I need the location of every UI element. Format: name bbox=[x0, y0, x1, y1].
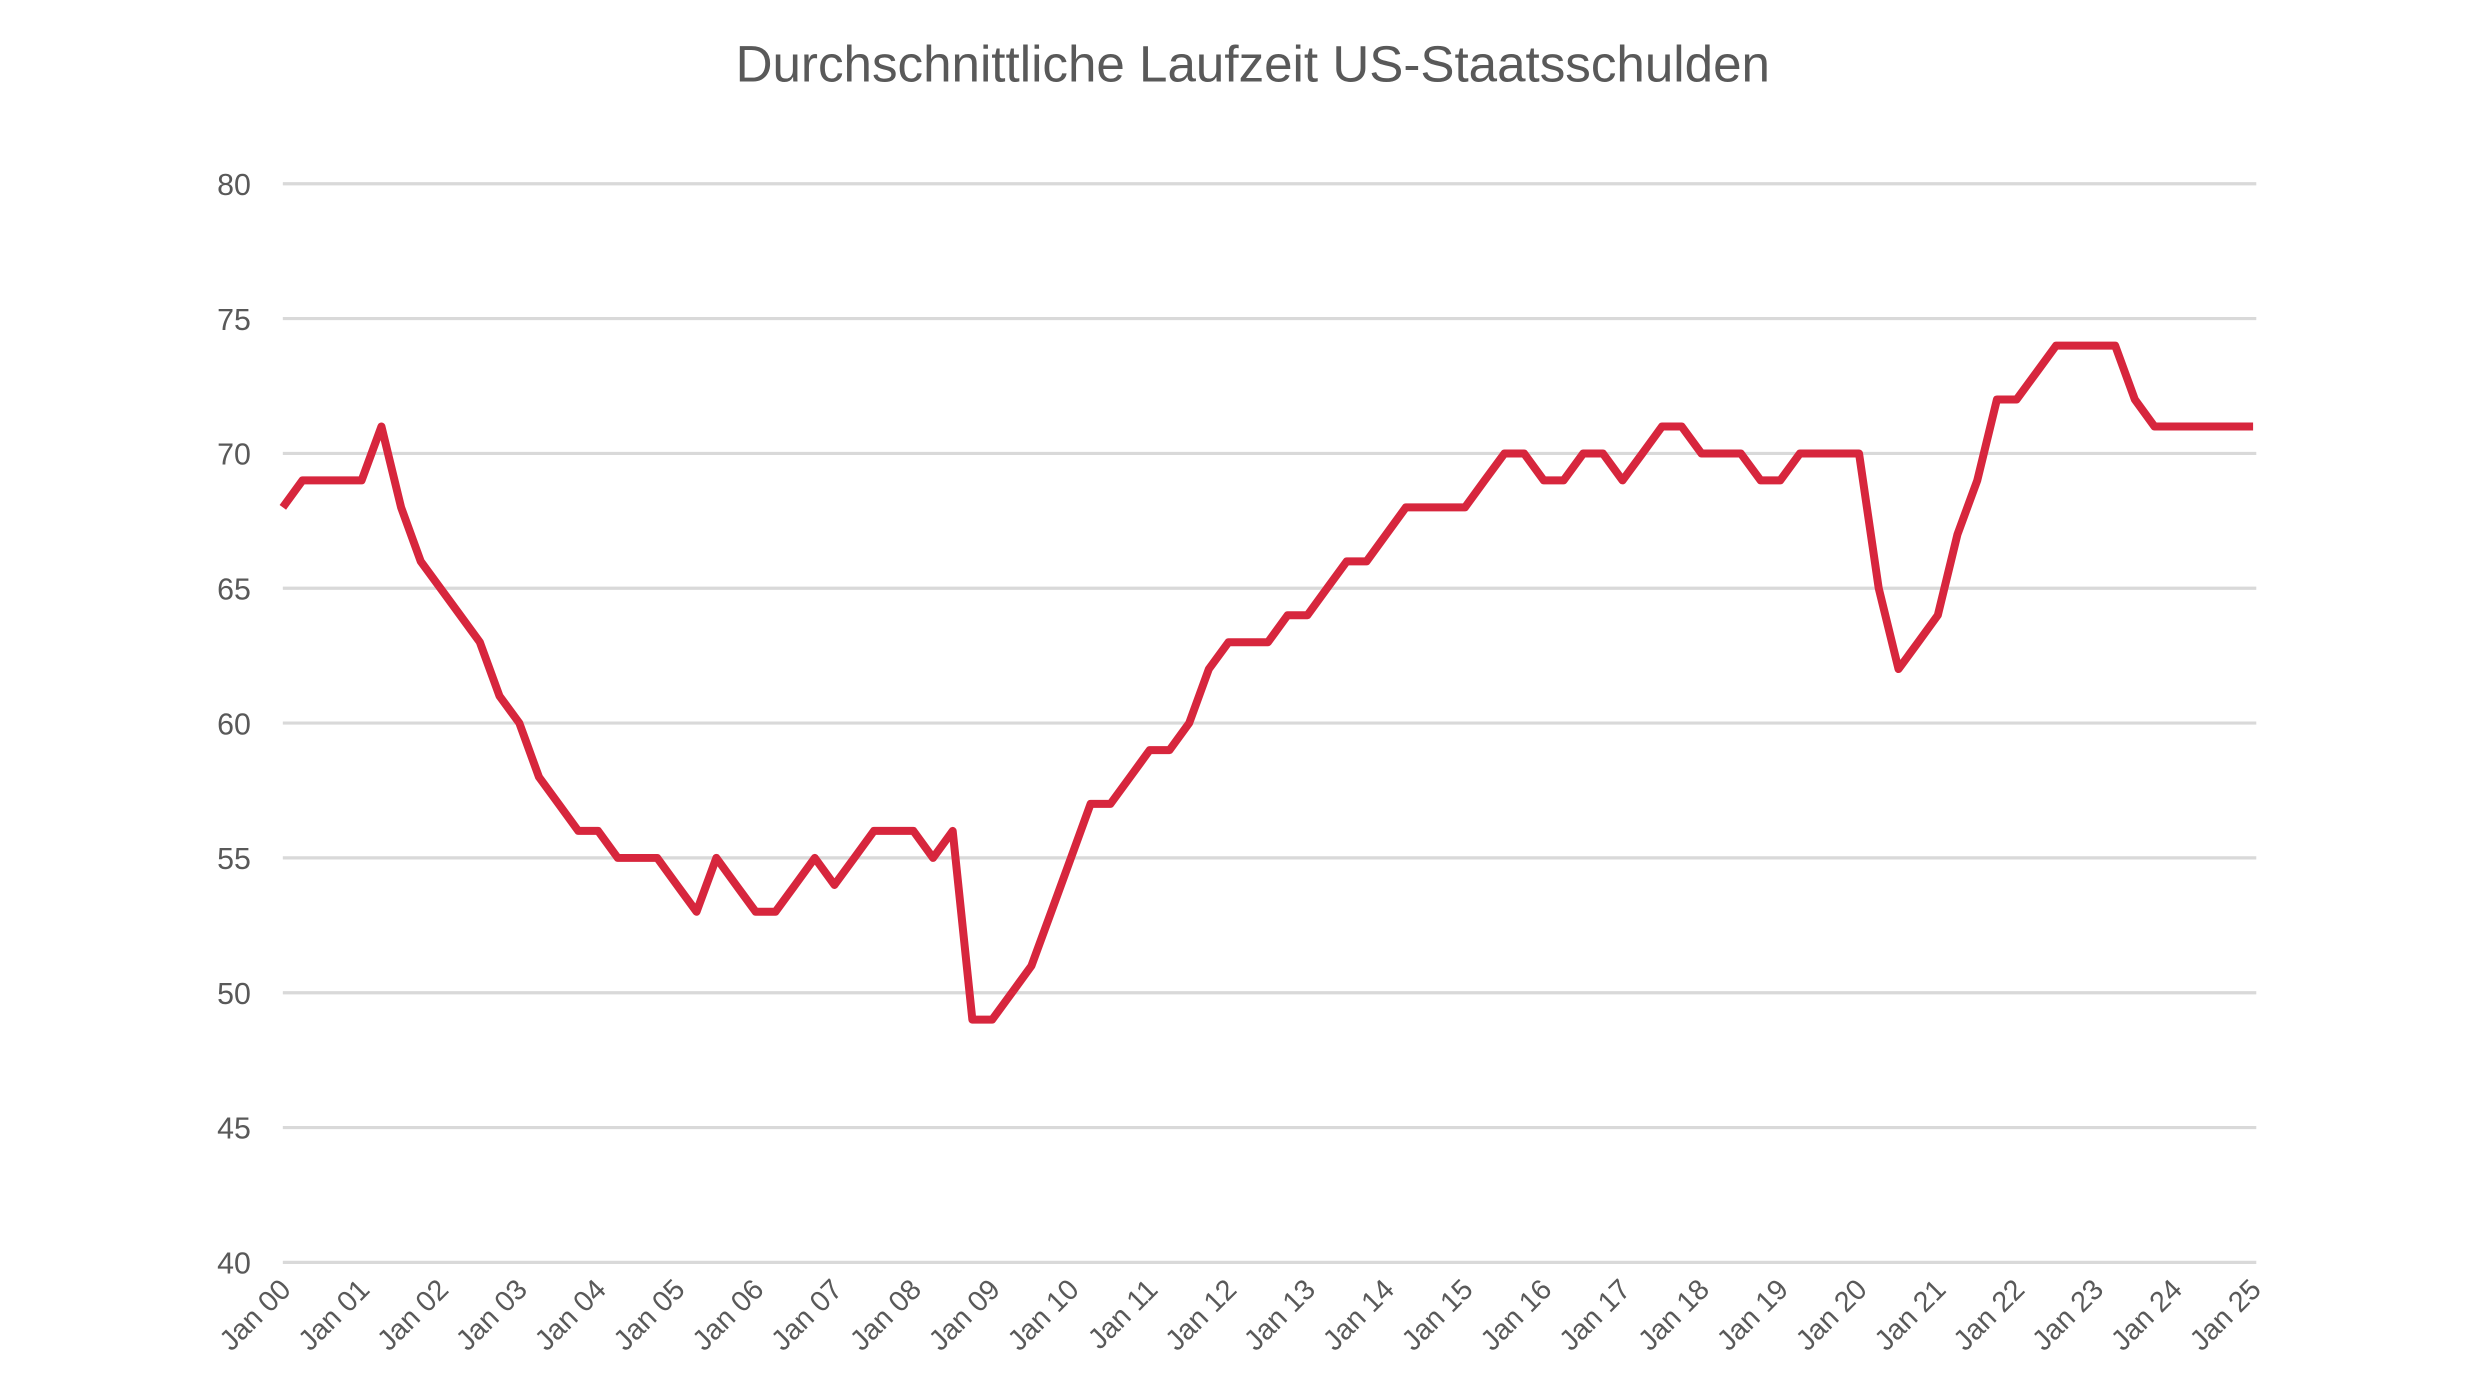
y-tick-label: 55 bbox=[217, 843, 251, 876]
x-tick-label: Jan 24 bbox=[2105, 1273, 2189, 1357]
x-tick-label: Jan 18 bbox=[1632, 1273, 1716, 1357]
y-tick-label: 60 bbox=[217, 708, 251, 741]
x-tick-label: Jan 17 bbox=[1553, 1273, 1637, 1357]
x-tick-label: Jan 25 bbox=[2184, 1273, 2268, 1357]
y-tick-label: 80 bbox=[217, 169, 251, 202]
chart-title: Durchschnittliche Laufzeit US-Staatsschu… bbox=[736, 35, 1770, 92]
x-tick-label: Jan 09 bbox=[923, 1273, 1007, 1357]
x-tick-label: Jan 14 bbox=[1317, 1273, 1401, 1357]
y-tick-label: 50 bbox=[217, 978, 251, 1011]
x-tick-label: Jan 02 bbox=[371, 1273, 455, 1357]
y-tick-label: 65 bbox=[217, 573, 251, 606]
x-tick-label: Jan 11 bbox=[1082, 1273, 1164, 1355]
x-tick-label: Jan 04 bbox=[529, 1273, 613, 1357]
x-tick-label: Jan 12 bbox=[1159, 1273, 1243, 1357]
x-tick-label: Jan 06 bbox=[687, 1273, 771, 1357]
y-tick-label: 45 bbox=[217, 1113, 251, 1146]
x-tick-label: Jan 01 bbox=[293, 1273, 377, 1357]
x-tick-label: Jan 00 bbox=[214, 1273, 298, 1357]
x-tick-label: Jan 20 bbox=[1790, 1273, 1874, 1357]
y-tick-label: 40 bbox=[217, 1248, 251, 1281]
x-tick-label: Jan 21 bbox=[1869, 1273, 1953, 1357]
x-tick-label: Jan 22 bbox=[1948, 1273, 2032, 1357]
y-tick-label: 75 bbox=[217, 304, 251, 337]
x-tick-label: Jan 13 bbox=[1238, 1273, 1322, 1357]
x-tick-label: Jan 16 bbox=[1475, 1273, 1559, 1357]
x-tick-label: Jan 05 bbox=[608, 1273, 692, 1357]
x-tick-label: Jan 23 bbox=[2026, 1273, 2110, 1357]
y-tick-label: 70 bbox=[217, 439, 251, 472]
x-tick-label: Jan 08 bbox=[844, 1273, 928, 1357]
x-tick-label: Jan 07 bbox=[765, 1273, 849, 1357]
x-tick-label: Jan 19 bbox=[1711, 1273, 1795, 1357]
data-line bbox=[279, 341, 2254, 1024]
x-tick-label: Jan 03 bbox=[450, 1273, 534, 1357]
x-tick-label: Jan 15 bbox=[1396, 1273, 1480, 1357]
x-tick-label: Jan 10 bbox=[1002, 1273, 1086, 1357]
